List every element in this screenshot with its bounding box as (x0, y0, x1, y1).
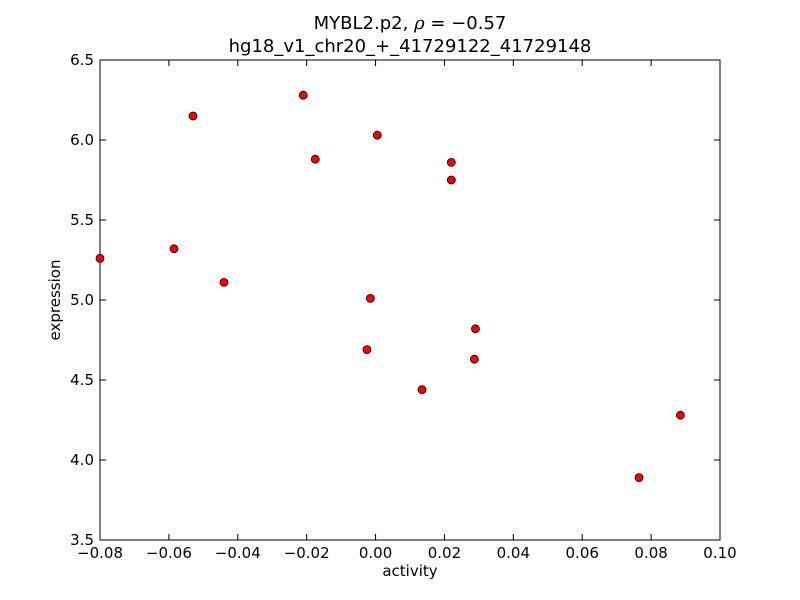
data-point (188, 111, 198, 121)
y-axis-label: expression (46, 260, 64, 341)
title-rho-symbol: ρ (413, 13, 425, 34)
data-point (634, 473, 644, 483)
y-tick-label: 5.5 (70, 211, 94, 229)
chart-title-line1: MYBL2.p2, ρ = −0.57 (314, 13, 507, 34)
data-point (446, 175, 456, 185)
data-point (365, 293, 375, 303)
x-tick-label: −0.04 (215, 544, 261, 562)
x-tick-label: 0.00 (359, 544, 392, 562)
title-prefix: MYBL2.p2, (314, 13, 414, 34)
y-tick-label: 6.0 (70, 131, 94, 149)
data-point (95, 253, 105, 263)
y-tick-label: 5.0 (70, 291, 94, 309)
x-tick-label: 0.08 (634, 544, 667, 562)
y-tick-label: 4.5 (70, 371, 94, 389)
data-point (298, 90, 308, 100)
x-tick-label: 0.10 (703, 544, 736, 562)
data-point (169, 244, 179, 254)
y-tick-label: 6.5 (70, 51, 94, 69)
data-point (446, 157, 456, 167)
x-tick-label: 0.04 (497, 544, 530, 562)
x-tick-label: −0.08 (77, 544, 123, 562)
data-point (417, 385, 427, 395)
data-point (471, 324, 480, 334)
data-point (310, 154, 320, 164)
data-point (675, 410, 685, 420)
chart-title-line2: hg18_v1_chr20_+_41729122_41729148 (229, 36, 592, 57)
x-tick-label: 0.06 (566, 544, 599, 562)
y-tick-label: 3.5 (70, 531, 94, 549)
x-axis-label: activity (382, 562, 437, 580)
x-tick-label: −0.02 (284, 544, 330, 562)
x-tick-label: 0.02 (428, 544, 461, 562)
title-rho-value: = −0.57 (425, 13, 507, 34)
data-point (362, 345, 372, 355)
plot-area: −0.08 −0.06 −0.04 −0.02 0.00 0.02 0.04 0.06 0.08… (70, 51, 737, 562)
data-point (470, 354, 479, 364)
data-point (219, 277, 229, 287)
x-tick-label: −0.06 (146, 544, 192, 562)
y-tick-label: 4.0 (70, 451, 94, 469)
data-point (372, 130, 382, 140)
plot-frame (99, 59, 721, 541)
